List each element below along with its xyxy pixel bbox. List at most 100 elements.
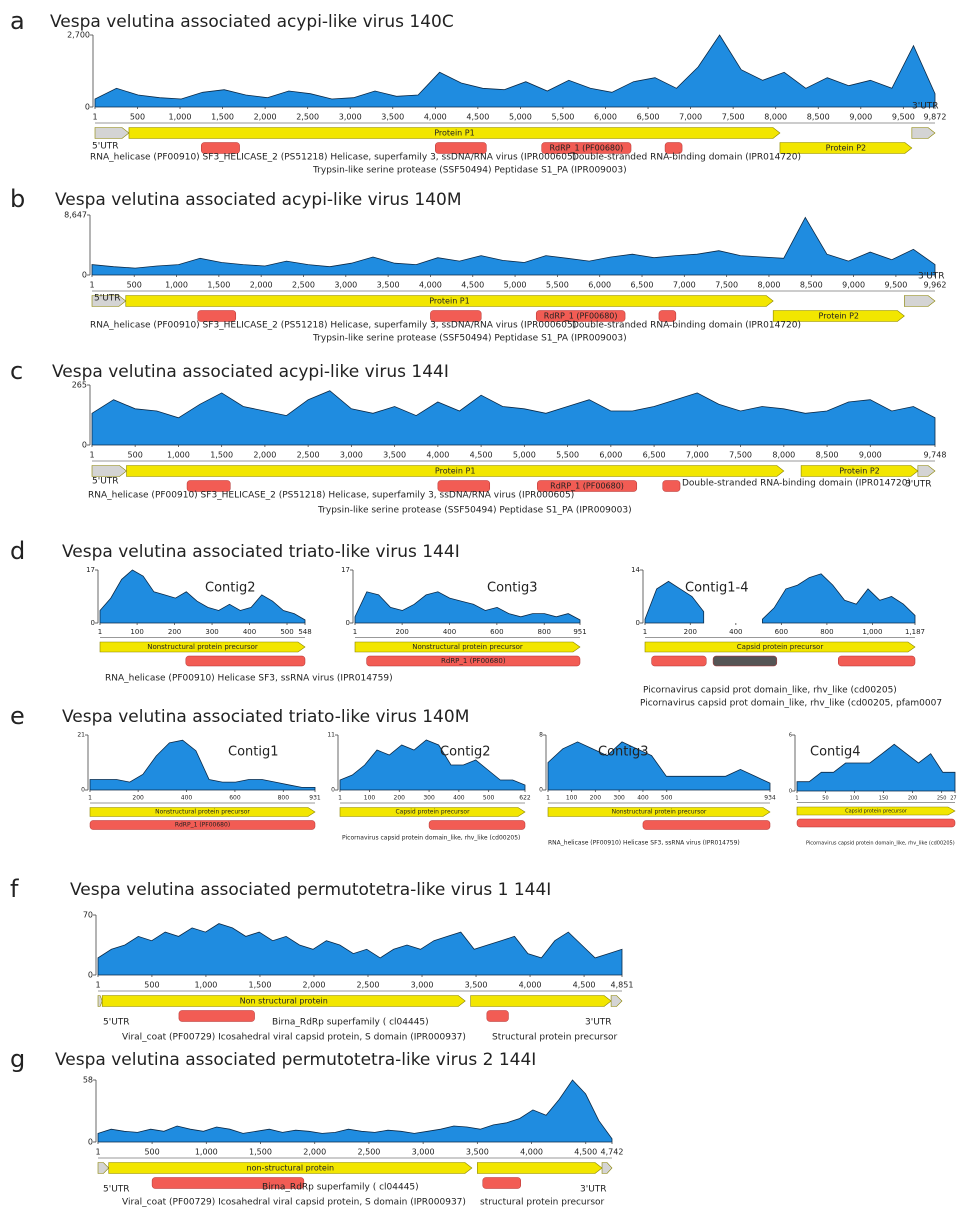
x-tick-label: 2,500 — [357, 1148, 380, 1157]
x-tick-label: 200 — [684, 628, 697, 636]
x-tick-label: 1,000 — [167, 451, 190, 460]
x-tick-label: 4,000 — [519, 981, 542, 990]
x-tick-label: 1,000 — [194, 981, 217, 990]
domain-note: Structural protein precursor — [492, 1033, 618, 1043]
x-tick-label: 200 — [394, 795, 406, 802]
domain-note: Double-stranded RNA-binding domain (IPR0… — [682, 479, 911, 489]
x-tick-label: 5,500 — [556, 451, 579, 460]
x-tick-label: 2,000 — [303, 1148, 326, 1157]
x-tick-label: 2,500 — [297, 451, 320, 460]
x-tick-label: 1,500 — [249, 1148, 272, 1157]
gene-arrow — [128, 127, 781, 139]
x-tick-label: 6,000 — [594, 113, 617, 122]
utr-label: 3'UTR — [580, 1185, 607, 1195]
x-tick-label: 1 — [92, 113, 97, 122]
gene-label: Protein P2 — [826, 144, 867, 153]
coverage-area — [94, 34, 936, 108]
gene-arrow — [91, 295, 127, 307]
coverage-area — [547, 741, 771, 791]
panel-title: Vespa velutina associated triato-like vi… — [62, 707, 469, 727]
x-tick-label: 300 — [613, 795, 625, 802]
utr-label: 5'UTR — [92, 142, 119, 152]
panel-title: Vespa velutina associated permutotetra-l… — [55, 1050, 536, 1070]
x-tick-label: 500 — [661, 795, 673, 802]
y-tick-label: 2,700 — [67, 31, 90, 40]
x-tick-label: 1,000 — [862, 628, 882, 636]
x-tick-label: 6,000 — [599, 451, 622, 460]
y-tick-label: 58 — [83, 1076, 93, 1085]
x-tick-label: 3,500 — [466, 1148, 489, 1157]
contig-name: Contig1 — [228, 745, 279, 760]
x-tick-label: 8,500 — [800, 281, 823, 290]
domain-box — [537, 480, 638, 492]
coverage-area — [796, 743, 956, 792]
y-tick-label: 0 — [82, 271, 87, 280]
domain-box — [430, 310, 482, 322]
x-tick-label: 3,000 — [339, 113, 362, 122]
utr-label: 5'UTR — [94, 294, 121, 304]
x-tick-label: 8,000 — [764, 113, 787, 122]
gene-label: non-structural protein — [247, 1164, 335, 1173]
x-tick-label: 9,872 — [924, 113, 947, 122]
x-tick-label: 1,000 — [195, 1148, 218, 1157]
y-tick-label: 0 — [82, 441, 87, 450]
x-tick-label: 4,500 — [470, 451, 493, 460]
x-tick-label: 500 — [280, 628, 293, 636]
domain-note: Viral_coat (PF00729) Icosahedral viral c… — [122, 1033, 466, 1043]
x-tick-label: 9,962 — [924, 281, 947, 290]
gene-arrow — [339, 807, 526, 817]
x-tick-label: 400 — [243, 628, 256, 636]
x-tick-label: 8,500 — [807, 113, 830, 122]
coverage-area — [644, 573, 916, 624]
x-tick-label: 8,000 — [772, 451, 795, 460]
y-tick-label: 21 — [77, 732, 85, 739]
domain-box — [796, 818, 956, 828]
domain-box — [662, 480, 681, 492]
x-tick-label: 2,500 — [357, 981, 380, 990]
gene-label: Capsid protein precursor — [737, 643, 824, 651]
contig-name: Contig3 — [487, 581, 538, 596]
x-tick-label: 3,000 — [334, 281, 357, 290]
y-tick-label: 0 — [331, 787, 335, 794]
utr-label: 3'UTR — [905, 480, 932, 490]
panel-letter: g — [10, 1045, 25, 1073]
x-tick-label: 600 — [490, 628, 503, 636]
gene-arrow — [796, 806, 956, 816]
x-tick-label: 200 — [908, 796, 918, 802]
gene-arrow — [91, 465, 127, 477]
x-tick-label: 1 — [95, 981, 100, 990]
domain-box — [486, 1010, 509, 1022]
domain-box — [712, 655, 778, 667]
x-tick-label: 7,500 — [715, 281, 738, 290]
x-tick-label: 2,500 — [292, 281, 315, 290]
x-tick-label: 5,500 — [551, 113, 574, 122]
utr-label: 3'UTR — [912, 102, 939, 112]
x-tick-label: 1 — [546, 795, 550, 802]
x-tick-label: 7,000 — [679, 113, 702, 122]
x-tick-label: 400 — [729, 628, 742, 636]
x-tick-label: 1,000 — [169, 113, 192, 122]
x-tick-label: 200 — [132, 795, 144, 802]
x-tick-label: 3,500 — [383, 451, 406, 460]
domain-note: Picornavirus capsid protein domain_like,… — [342, 835, 520, 842]
domain-box — [482, 1177, 521, 1189]
coverage-area — [91, 216, 936, 276]
x-tick-label: 1,500 — [207, 281, 230, 290]
gene-arrow — [97, 995, 103, 1007]
gene-arrow — [610, 995, 623, 1007]
gene-arrow — [94, 127, 130, 139]
domain-label: RdRP_1 (PF00680) — [544, 312, 618, 321]
x-tick-label: 9,000 — [842, 281, 865, 290]
domain-note: Trypsin-like serine protease (SSF50494) … — [317, 506, 632, 516]
gene-arrow — [772, 310, 905, 322]
x-tick-label: 5,500 — [546, 281, 569, 290]
x-tick-label: 150 — [879, 796, 889, 802]
domain-box — [201, 142, 240, 154]
domain-label: RdRP_1 (PF00680) — [549, 144, 623, 153]
y-tick-label: 8 — [539, 732, 543, 739]
panel-title: Vespa velutina associated triato-like vi… — [62, 542, 460, 562]
x-tick-label: 548 — [298, 628, 311, 636]
y-tick-label: 0 — [346, 619, 350, 627]
x-tick-label: 931 — [309, 795, 321, 802]
